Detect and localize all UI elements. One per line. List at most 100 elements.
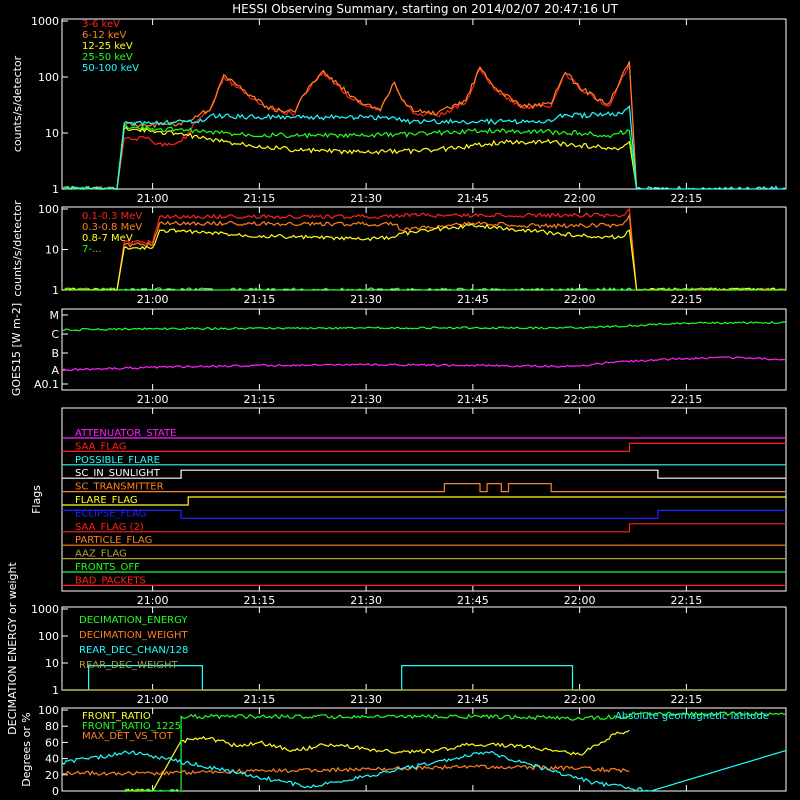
time-tick-label: 21:30 [350, 693, 382, 706]
time-tick-label: 22:00 [564, 192, 596, 205]
legend-entry: 0.1-0.3 MeV [82, 211, 142, 222]
time-tick-label: 21:15 [244, 693, 276, 706]
time-tick-label: 21:45 [457, 293, 489, 306]
flag-label: SAA_FLAG (2) [75, 522, 144, 533]
y-tick-label-lightcurves: 1000 [31, 15, 59, 28]
legend-entry: 3-6 keV [82, 19, 120, 30]
legend-entry: 12-25 keV [82, 41, 133, 52]
time-tick-label: 22:15 [671, 393, 703, 406]
y-axis-label-goes: GOES15 [W m-2] [10, 303, 23, 396]
flag-label: PARTICLE_FLAG [75, 535, 152, 546]
y-tick-label-lightcurves: 100 [38, 71, 59, 84]
time-tick-label: 21:15 [244, 393, 276, 406]
time-tick-label: 21:15 [244, 192, 276, 205]
flag-label: BAD_PACKETS [75, 575, 146, 586]
legend-entry: DECIMATION_WEIGHT [79, 630, 188, 641]
legend-entry: MAX_DET_VS_TOT [82, 731, 174, 742]
series-line [62, 523, 786, 533]
y-tick-label-ratios: 60 [45, 736, 59, 749]
y-tick-label-ratios: 80 [45, 720, 59, 733]
time-tick-label: 21:45 [457, 594, 489, 607]
time-tick-label: 22:15 [671, 594, 703, 607]
flag-label: SAA_FLAG [75, 441, 126, 452]
series-line [123, 711, 787, 792]
time-tick-label: 21:00 [137, 693, 169, 706]
series-line [62, 442, 786, 452]
series-line [62, 469, 786, 479]
panel-frame-flags [61, 407, 787, 592]
time-tick-label: 21:45 [457, 693, 489, 706]
panel-frame-lightcurves [61, 18, 787, 190]
y-tick-label-high_energy: 100 [38, 203, 59, 216]
flag-label: FLARE_FLAG [75, 495, 138, 506]
series-line [62, 104, 787, 191]
legend-entry: REAR_DEC_WEIGHT [79, 660, 178, 671]
y-tick-label-lightcurves: 10 [45, 127, 59, 140]
flag-label: ECLIPSE_FLAG [75, 508, 146, 519]
time-tick-label: 21:00 [137, 293, 169, 306]
time-tick-label: 21:30 [350, 293, 382, 306]
time-tick-label: 21:30 [350, 192, 382, 205]
y-tick-label-high_energy: 1 [52, 284, 59, 297]
y-tick-label-ratios: 20 [45, 769, 59, 782]
time-tick-label: 22:15 [671, 293, 703, 306]
y-tick-label-goes: A [51, 364, 59, 377]
legend-entry: 6-12 keV [82, 30, 126, 41]
y-tick-label-decimation: 1 [52, 684, 59, 697]
time-tick-label: 22:15 [671, 693, 703, 706]
legend-entry: REAR_DEC_CHAN/128 [79, 645, 188, 656]
y-axis-label-lightcurves: counts/s/detector [11, 55, 24, 152]
y-tick-label-goes: B [51, 347, 59, 360]
series-line [61, 355, 787, 372]
y-axis-label-decimation: DECIMATION ENERGY or weight [6, 561, 19, 734]
chart-title: HESSI Observing Summary, starting on 201… [232, 2, 618, 16]
y-tick-label-decimation: 100 [38, 630, 59, 643]
flag-label: AAZ_FLAG [75, 549, 127, 560]
series-line [61, 61, 638, 190]
flag-label: ATTENUATOR_STATE [75, 428, 176, 439]
panel-frame-ratios [61, 707, 787, 792]
y-axis-label-ratios: Degrees or % [20, 712, 33, 786]
legend-entry: 7-... [82, 244, 102, 255]
series-line [62, 124, 638, 190]
legend-entry: 25-50 keV [82, 52, 133, 63]
series-line [62, 126, 638, 190]
y-axis-label-flags: Flags [30, 485, 43, 514]
y-tick-label-high_energy: 10 [45, 244, 59, 257]
time-tick-label: 21:30 [350, 393, 382, 406]
time-tick-label: 21:00 [137, 594, 169, 607]
time-tick-label: 21:30 [350, 594, 382, 607]
flag-label: POSSIBLE_FLARE [75, 455, 160, 466]
flag-label: SC_TRANSMITTER [75, 482, 164, 493]
series-line [61, 63, 638, 190]
legend-entry: 50-100 keV [82, 63, 139, 74]
time-tick-label: 21:15 [244, 293, 276, 306]
time-tick-label: 21:15 [244, 594, 276, 607]
series-line [62, 509, 786, 519]
time-tick-label: 22:00 [564, 293, 596, 306]
time-tick-label: 22:15 [671, 192, 703, 205]
y-tick-label-goes: C [51, 328, 59, 341]
time-tick-label: 21:45 [457, 192, 489, 205]
legend-entry: FRONT_RATIO_1225 [82, 721, 181, 732]
series-line [61, 321, 787, 332]
y-tick-label-ratios: 40 [45, 753, 59, 766]
time-tick-label: 21:00 [137, 393, 169, 406]
time-tick-label: 22:00 [564, 693, 596, 706]
y-tick-label-ratios: 100 [38, 704, 59, 717]
y-tick-label-decimation: 1000 [31, 603, 59, 616]
time-tick-label: 21:00 [137, 192, 169, 205]
y-tick-label-goes: M [50, 309, 60, 322]
series-line [62, 287, 786, 291]
series-line [62, 496, 786, 506]
legend-entry: FRONT_RATIO [82, 711, 151, 722]
time-tick-label: 22:00 [564, 594, 596, 607]
legend-entry: 0.3-0.8 MeV [82, 222, 142, 233]
legend-entry: DECIMATION_ENERGY [79, 615, 188, 626]
series-line [62, 483, 786, 493]
panels: 21:00 21:15 21:30 21:45 22:00 22:151101001000… [6, 15, 787, 798]
legend-entry: 0.8-7 MeV [82, 233, 133, 244]
series-line [124, 729, 630, 792]
y-tick-label-decimation: 10 [45, 657, 59, 670]
